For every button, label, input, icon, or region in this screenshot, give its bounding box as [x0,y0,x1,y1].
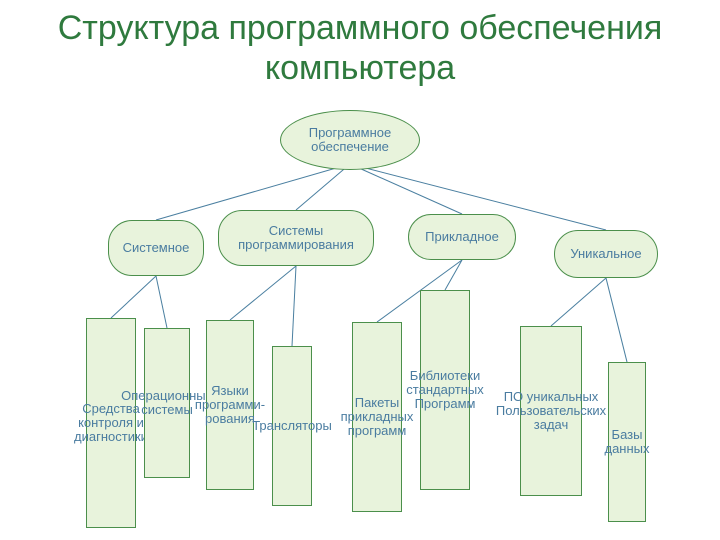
node-l2: Языки программи- рования [206,320,254,490]
node-sys: Системное [108,220,204,276]
node-uniq: Уникальное [554,230,658,278]
node-l5: Библиотеки стандартных Программ [420,290,470,490]
node-root: Программное обеспечение [280,110,420,170]
node-app: Прикладное [408,214,516,260]
node-l6: ПО уникальных Пользовательских задач [520,326,582,496]
node-l7: Базы данных [608,362,646,522]
node-l4: Пакеты прикладных программ [352,322,402,512]
node-prog: Системы программирования [218,210,374,266]
diagram-title: Структура программного обеспечения компь… [0,8,720,88]
node-l3: Трансляторы [272,346,312,506]
node-l1: Операционные системы [144,328,190,478]
node-l0: Средства контроля и диагностики [86,318,136,528]
